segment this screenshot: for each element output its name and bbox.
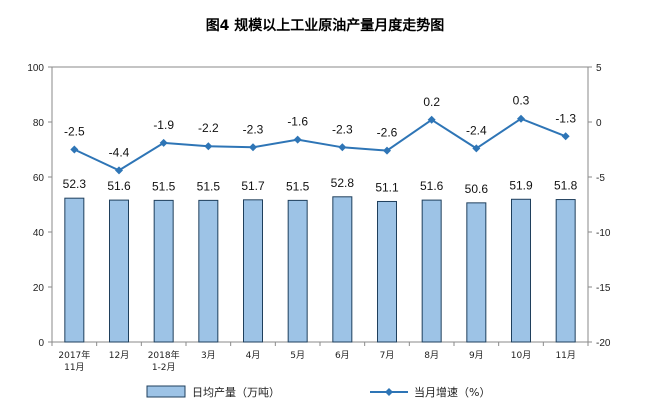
legend-label-bar: 日均产量（万吨） <box>192 385 280 399</box>
x-tick-label-line: 7月 <box>380 350 395 361</box>
x-tick-label: 7月 <box>380 350 395 361</box>
line-value-label: -2.3 <box>332 122 353 136</box>
line-marker <box>427 115 436 124</box>
x-tick-label-line: 4月 <box>246 350 261 361</box>
x-tick-label-line: 6月 <box>335 350 350 361</box>
y-left-tick-label: 0 <box>38 338 44 349</box>
line-marker <box>204 142 213 151</box>
line-value-label: -2.4 <box>466 123 487 137</box>
line-value-label: -2.6 <box>377 126 398 140</box>
y-right-tick-label: -15 <box>596 283 611 294</box>
x-tick-label: 6月 <box>335 350 350 361</box>
x-tick-label: 5月 <box>290 350 305 361</box>
bar <box>511 198 531 343</box>
bar <box>64 197 85 343</box>
x-tick-label: 10月 <box>511 350 531 361</box>
line-value-label: -2.5 <box>64 125 85 139</box>
bar <box>332 196 353 343</box>
x-tick-label-line: 12月 <box>109 350 129 361</box>
x-tick-label: 8月 <box>424 350 439 361</box>
bar <box>555 199 576 343</box>
line-marker <box>115 166 123 175</box>
data-labels: 52.3 51.6 51.5 51.5 51.7 51.5 52.8 51.1 51.6 50.6… <box>63 94 578 196</box>
growth-line <box>73 117 567 172</box>
bar <box>287 199 308 343</box>
line-marker <box>293 135 302 144</box>
bar-value-label: 51.9 <box>509 178 533 192</box>
x-tick-label: 3月 <box>201 350 216 361</box>
y-right-tick-label: -5 <box>596 173 605 184</box>
x-tick-label-line: 9月 <box>469 350 484 361</box>
bar <box>153 199 174 343</box>
x-tick-label-line: 11月 <box>64 362 84 373</box>
y-left-tick-label: 40 <box>33 228 45 239</box>
bar-value-label: 52.3 <box>63 177 87 191</box>
bar-value-label: 51.5 <box>152 179 176 193</box>
y-left-tick-label: 60 <box>33 173 45 184</box>
x-tick-label-line: 11月 <box>555 350 575 361</box>
legend-swatch-bar <box>146 385 186 398</box>
bar <box>243 199 263 343</box>
line-marker <box>70 145 79 154</box>
y-left-tick-label: 20 <box>33 283 45 294</box>
line-marker <box>159 138 168 147</box>
x-tick-label: 2018年 1-2月 <box>148 349 180 373</box>
x-tick-label: 9月 <box>469 350 484 361</box>
x-tick-label: 11月 <box>555 350 575 361</box>
legend-swatch-marker <box>385 388 393 396</box>
bar <box>377 200 397 343</box>
x-tick-label-line: 10月 <box>511 350 531 361</box>
x-tick-label-line: 3月 <box>201 350 216 361</box>
line-marker <box>561 132 570 141</box>
line-marker <box>338 143 347 152</box>
line-value-label: -2.2 <box>198 121 219 135</box>
bar <box>109 199 129 343</box>
x-tick-label: 4月 <box>246 350 261 361</box>
legend: 日均产量（万吨） 当月增速（%） <box>146 385 490 399</box>
line-value-label: -1.9 <box>153 118 174 132</box>
x-tick-label: 12月 <box>109 350 129 361</box>
x-tick-label-line: 2018年 <box>148 349 180 361</box>
chart-title: 图4 规模以上工业原油产量月度走势图 <box>206 17 445 34</box>
bar-value-label: 51.6 <box>420 179 444 193</box>
bar <box>466 202 487 343</box>
line-marker <box>517 114 525 123</box>
y-left-tick-label: 80 <box>33 118 45 129</box>
line-value-label: -4.4 <box>109 145 130 159</box>
bar-series <box>64 196 576 343</box>
bar-value-label: 51.7 <box>241 179 265 193</box>
line-value-label: 0.3 <box>513 94 530 108</box>
y-left-tick-label: 100 <box>27 63 44 74</box>
line-value-label: -1.6 <box>287 115 308 129</box>
bar-value-label: 51.5 <box>197 179 221 193</box>
bar <box>198 199 219 343</box>
line-marker <box>472 144 481 153</box>
x-tick-label-line: 2017年 <box>58 349 90 361</box>
line-series <box>70 114 570 175</box>
line-marker <box>249 143 257 152</box>
bar-value-label: 52.8 <box>331 176 355 190</box>
bar-value-label: 51.1 <box>375 180 399 194</box>
plot-frame <box>51 66 589 343</box>
bar <box>421 199 442 343</box>
legend-label-line: 当月增速（%） <box>414 385 490 399</box>
y-right-tick-label: 5 <box>596 63 602 74</box>
y-right-tick-label: -20 <box>596 338 611 349</box>
bar-value-label: 50.6 <box>465 182 489 196</box>
line-marker <box>383 146 391 155</box>
x-tick-label-line: 8月 <box>424 350 439 361</box>
line-value-label: -1.3 <box>555 111 576 125</box>
x-tick-label-line: 1-2月 <box>152 362 176 373</box>
bar-value-label: 51.6 <box>107 179 131 193</box>
line-value-label: -2.3 <box>243 122 264 136</box>
y-right-tick-label: 0 <box>596 118 602 129</box>
x-tick-label: 2017年 11月 <box>58 349 90 373</box>
line-value-label: 0.2 <box>423 95 440 109</box>
y-right-tick-label: -10 <box>596 228 611 239</box>
bar-value-label: 51.8 <box>554 179 578 193</box>
bar-value-label: 51.5 <box>286 179 310 193</box>
x-tick-label-line: 5月 <box>290 350 305 361</box>
